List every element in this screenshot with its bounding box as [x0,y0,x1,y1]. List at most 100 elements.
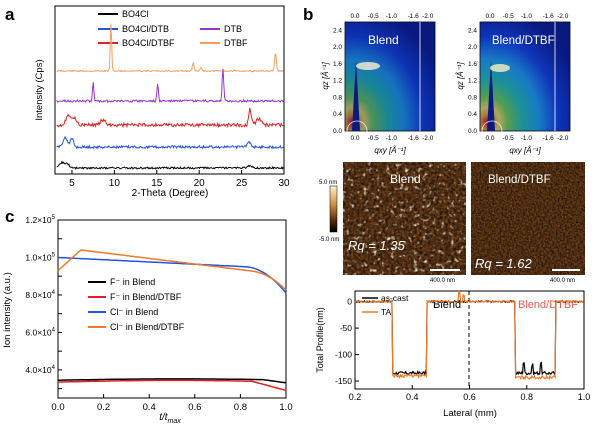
giwaxs-left-qz-tick: 1.6 [333,61,342,68]
ion-ytick-mantissa: 4.0×10 [25,365,52,375]
afm-left-highlights [343,162,466,275]
ion-legend-f-blenddtbf: F⁻ in Blend/DTBF [110,292,182,302]
ion-ytick-exponent: 4 [52,365,56,371]
ion-xticks: 0.0 0.2 0.4 0.6 0.8 1.0 [51,394,293,413]
giwaxs-left-bottom-qxy-tick: -1.6 [408,135,420,142]
giwaxs-right-qz-tick: 0.4 [468,111,477,118]
profile-legend-ta: TA [381,307,392,317]
ion-xtick-label: 0.0 [51,402,64,413]
giwaxs-right-qz-label: qz [Å⁻¹] [456,62,465,90]
xrd-curve-bo4cl-dtb [56,135,284,150]
giwaxs-right-top-qxy-tick: -2.0 [557,13,569,20]
giwaxs-left-qz-tick: 0.0 [333,128,342,135]
giwaxs-right-ring [481,120,503,142]
xrd-xtick-label: 25 [236,178,248,189]
ion-ytick-mantissa: 6.0×10 [25,327,52,337]
giwaxs-right-bottom-qxy-tick: 0.0 [485,135,494,142]
giwaxs-right-top-qxy-tick: 0.0 [485,13,494,20]
profile-xtick-label: 0.4 [406,392,419,402]
xrd-legend-dtb: DTB [224,24,242,34]
giwaxs-right-top-qxy-tick: -1.0 [521,13,533,20]
xrd-legend-bo4cl-dtb: BO4Cl/DTB [122,24,169,34]
ion-ytick-mantissa: 1.0×10 [25,252,52,262]
xrd-xticks: 5 10 15 20 25 30 [69,170,290,189]
giwaxs-left-beamstop [352,60,360,131]
ion-ytick-label: 6.0×104 [25,327,55,337]
profile-ytick-label: -50 [340,323,353,333]
giwaxs-right-qz-tick: 1.6 [468,61,477,68]
profile-xlabel: Lateral (mm) [443,408,497,419]
giwaxs-left-bottom-qxy-tick: -0.5 [368,135,380,142]
giwaxs-right-qz-tick: 2.4 [468,27,477,34]
ion-ytick-exponent: 5 [52,252,56,258]
giwaxs-right-beamstop [487,60,495,131]
panel-letter-a: a [5,5,15,24]
profile-ytick-label: -150 [335,376,352,386]
ion-curve-f-blend [58,378,287,384]
giwaxs-left-top-qxy-tick: 0.0 [350,13,359,20]
giwaxs-right-bottom-qxy-tick: -2.0 [557,135,569,142]
xrd-curves [56,23,284,170]
ion-xlabel-main: t/t [159,412,169,423]
ion-panel: Ion intensity (a.u.) t/tmax 0.0 0.2 0.4 0.6… [2,215,293,424]
ion-curves [57,249,287,392]
xrd-curve-bo4cl-dtbf [56,107,284,129]
giwaxs-left-map: Blend [344,21,436,142]
giwaxs-right-top-qxy-tick: -1.6 [543,13,555,20]
giwaxs-right-label: Blend/DTBF [492,35,555,47]
giwaxs-left-top-qxy-tick: -1.0 [386,13,398,20]
xrd-xtick-label: 30 [278,178,290,189]
xrd-xtick-label: 10 [109,178,121,189]
ion-ylabel: Ion intensity (a.u.) [2,272,13,348]
afm-right-shade [471,162,585,275]
giwaxs-right-spot [490,64,510,72]
giwaxs-right-qxy-label: qxy [Å⁻¹] [509,146,541,155]
xrd-legend: BO4Cl BO4Cl/DTB BO4Cl/DTBF DTB DTBF [98,9,248,48]
giwaxs-right-qz-tick: 2.0 [468,44,477,51]
profile-ticks: 0.2 0.4 0.6 0.8 1.0 0 -50 -100 -150 [335,297,590,402]
profile-ytick-label: 0 [347,297,352,307]
afm-right-label: Blend/DTBF [488,174,551,186]
ion-xtick-label: 0.4 [143,402,156,413]
profile-curves [354,290,584,381]
ion-ytick-label: 1.2×105 [25,215,55,225]
giwaxs-right-qz-tick: 0.8 [468,94,477,101]
ion-ytick-mantissa: 8.0×10 [25,290,52,300]
giwaxs-left-qz-tick: 2.4 [333,27,342,34]
xrd-curve-dtb [56,68,284,104]
ion-ytick-label: 1.0×105 [25,252,55,262]
ion-xtick-label: 1.0 [279,402,292,413]
giwaxs-left-bottom-qxy-tick: -1.0 [386,135,398,142]
giwaxs-left-qz-tick: 0.8 [333,94,342,101]
afm-panel: 5.0 nm -5.0 nm Blend Rq = 1.35 400.0 nm … [319,162,585,284]
giwaxs-right-top-qxy-tick: -0.5 [503,13,515,20]
profile-xtick-label: 1.0 [578,392,591,402]
profile-legend: as-cast TA [362,293,409,317]
xrd-legend-dtbf: DTBF [224,38,248,48]
xrd-xtick-label: 5 [69,178,75,189]
profile-ytick-label: -100 [335,350,352,360]
ion-frame [57,219,287,399]
giwaxs-left-ring [346,120,368,142]
giwaxs-right-map: Blend/DTBF [479,21,571,142]
giwaxs-left-bottom-qxy-tick: -2.0 [422,135,434,142]
panel-letter-c: c [5,207,14,226]
xrd-xtick-label: 15 [151,178,163,189]
xrd-xlabel: 2-Theta (Degree) [132,188,209,199]
xrd-curve-bo4cl [56,160,284,170]
ion-legend-f-blend: F⁻ in Blend [110,277,155,287]
ion-ytick-label: 8.0×104 [25,290,55,300]
afm-left-image: Blend Rq = 1.35 400.0 nm [343,162,466,284]
ion-xtick-label: 0.2 [97,402,110,413]
giwaxs-left-top-qxy-tick: -0.5 [368,13,380,20]
ion-xtick-label: 0.8 [234,402,247,413]
giwaxs-left-qxy-label: qxy [Å⁻¹] [374,146,406,155]
ion-ytick-exponent: 5 [52,215,56,221]
profile-xtick-label: 0.8 [520,392,533,402]
ion-ytick-label: 4.0×104 [25,365,55,375]
ion-xtick-label: 0.6 [188,402,201,413]
giwaxs-left-bottom-qxy-tick: 0.0 [350,135,359,142]
afm-right-scale-text: 400.0 nm [550,278,575,284]
ion-curve-cl-blend [57,256,287,294]
giwaxs-right-bottom-qxy-tick: -0.5 [503,135,515,142]
